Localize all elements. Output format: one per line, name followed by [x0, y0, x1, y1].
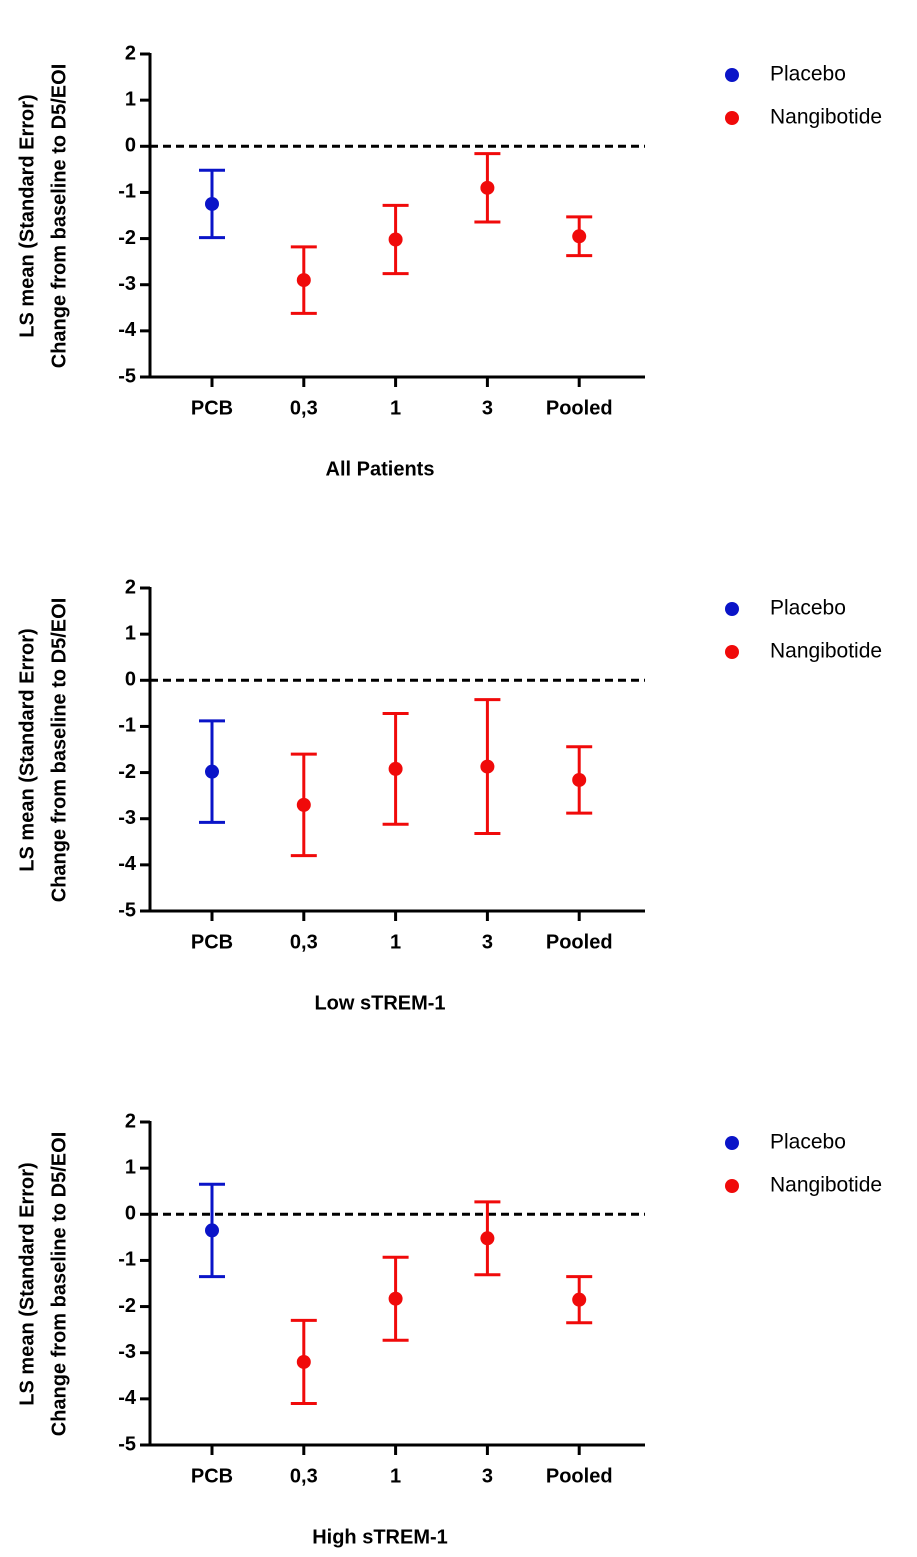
x-tick-label: 0,3	[290, 931, 318, 953]
data-point	[205, 764, 219, 779]
data-point	[296, 1354, 311, 1369]
x-tick-label: PCB	[191, 931, 233, 953]
x-tick-label: 3	[482, 931, 493, 953]
legend-marker	[725, 602, 739, 616]
chart-panel: -5 -4 -3 -2 -1 0 1 2 PCB 0,3 1 3 Pooled All Patients L…	[16, 42, 882, 480]
data-point	[296, 273, 311, 288]
data-point	[205, 196, 219, 211]
legend-label: Placebo	[770, 1131, 846, 1154]
y-tick-label: -2	[118, 227, 136, 249]
y-tick-label: 2	[125, 576, 136, 598]
x-tick-label: 1	[390, 397, 401, 419]
data-point	[205, 1223, 219, 1238]
data-point	[480, 180, 495, 195]
legend-marker	[725, 1136, 739, 1150]
y-tick-label: -5	[118, 1433, 136, 1455]
data-point	[480, 759, 495, 774]
y-axis-label: Change from baseline to D5/EOI	[48, 1132, 70, 1437]
data-point	[388, 761, 403, 776]
x-tick-label: 3	[482, 397, 493, 419]
y-tick-label: 1	[125, 1156, 136, 1178]
legend-label: Nangibotide	[770, 1174, 882, 1197]
y-axis-label: LS mean (Standard Error)	[16, 628, 38, 871]
x-axis-label: All Patients	[326, 458, 435, 480]
x-tick-label: Pooled	[546, 931, 613, 953]
data-point	[572, 772, 587, 787]
y-axis-label: Change from baseline to D5/EOI	[48, 64, 70, 369]
y-tick-label: 2	[125, 42, 136, 64]
y-tick-label: -4	[118, 853, 137, 875]
y-tick-label: -3	[118, 273, 136, 295]
y-axis-label: LS mean (Standard Error)	[16, 1162, 38, 1405]
x-tick-label: Pooled	[546, 1465, 613, 1487]
y-tick-label: -4	[118, 319, 137, 341]
y-tick-label: -1	[118, 181, 136, 203]
y-tick-label: -2	[118, 1295, 136, 1317]
legend-marker	[725, 68, 739, 82]
legend-marker	[725, 1179, 739, 1193]
x-tick-label: 3	[482, 1465, 493, 1487]
y-tick-label: -2	[118, 761, 136, 783]
x-axis-label: High sTREM-1	[312, 1526, 448, 1548]
x-tick-label: 0,3	[290, 1465, 318, 1487]
legend-marker	[725, 111, 739, 125]
data-point	[572, 229, 587, 244]
legend-marker	[725, 645, 739, 659]
y-tick-label: 2	[125, 1110, 136, 1132]
y-tick-label: -5	[118, 899, 136, 921]
legend-label: Placebo	[770, 63, 846, 86]
y-tick-label: 0	[125, 1203, 136, 1225]
data-point	[388, 1291, 403, 1306]
x-tick-label: 1	[390, 931, 401, 953]
y-tick-label: -1	[118, 715, 136, 737]
y-tick-label: -3	[118, 807, 136, 829]
x-tick-label: Pooled	[546, 397, 613, 419]
y-tick-label: 0	[125, 669, 136, 691]
legend-label: Placebo	[770, 597, 846, 620]
x-tick-label: PCB	[191, 397, 233, 419]
y-tick-label: -3	[118, 1341, 136, 1363]
y-tick-label: -4	[118, 1387, 137, 1409]
data-point	[388, 232, 403, 247]
x-axis-label: Low sTREM-1	[314, 992, 445, 1014]
chart-panel: -5 -4 -3 -2 -1 0 1 2 PCB 0,3 1 3 Pooled Low sTREM-1 LS…	[16, 576, 882, 1014]
y-axis-label: LS mean (Standard Error)	[16, 94, 38, 337]
chart-panel: -5 -4 -3 -2 -1 0 1 2 PCB 0,3 1 3 Pooled High sTREM-1 L…	[16, 1110, 882, 1548]
x-tick-label: PCB	[191, 1465, 233, 1487]
legend-label: Nangibotide	[770, 640, 882, 663]
x-tick-label: 0,3	[290, 397, 318, 419]
data-point	[296, 797, 311, 812]
x-tick-label: 1	[390, 1465, 401, 1487]
y-tick-label: 1	[125, 88, 136, 110]
data-point	[480, 1231, 495, 1246]
data-point	[572, 1292, 587, 1307]
y-tick-label: 1	[125, 622, 136, 644]
y-tick-label: -5	[118, 365, 136, 387]
y-tick-label: -1	[118, 1249, 136, 1271]
y-tick-label: 0	[125, 135, 136, 157]
legend-label: Nangibotide	[770, 106, 882, 129]
y-axis-label: Change from baseline to D5/EOI	[48, 598, 70, 903]
